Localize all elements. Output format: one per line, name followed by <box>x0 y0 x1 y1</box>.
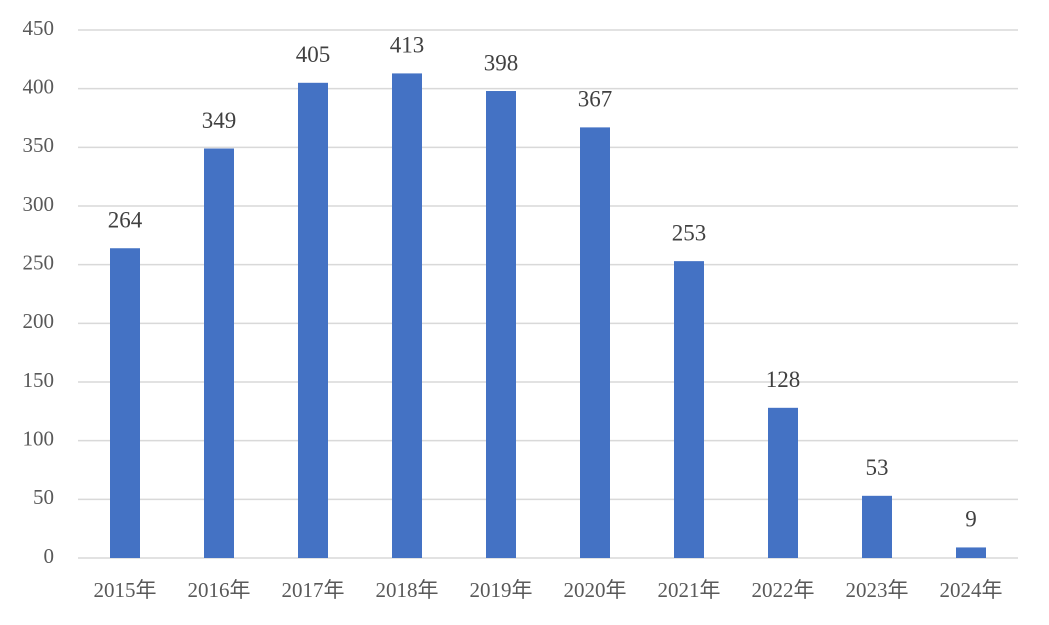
x-tick-label: 2018年 <box>376 578 439 602</box>
value-label: 264 <box>108 208 143 233</box>
bar <box>298 82 328 559</box>
value-label: 405 <box>296 42 331 67</box>
y-tick-label: 450 <box>23 16 55 40</box>
x-tick-label: 2022年 <box>752 578 815 602</box>
y-tick-label: 400 <box>23 74 55 98</box>
bar <box>768 407 798 558</box>
bar <box>956 547 986 558</box>
y-tick-label: 350 <box>23 133 55 157</box>
bar <box>204 148 234 559</box>
value-label: 349 <box>202 108 237 133</box>
x-tick-label: 2021年 <box>658 578 721 602</box>
x-tick-label: 2024年 <box>940 578 1003 602</box>
value-label: 253 <box>672 220 707 245</box>
y-tick-label: 0 <box>44 544 55 568</box>
y-tick-label: 50 <box>33 485 54 509</box>
y-tick-label: 250 <box>23 250 55 274</box>
x-tick-label: 2017年 <box>282 578 345 602</box>
bar <box>674 261 704 558</box>
x-tick-label: 2019年 <box>470 578 533 602</box>
x-tick-label: 2020年 <box>564 578 627 602</box>
x-tick-label: 2023年 <box>846 578 909 602</box>
bar <box>580 127 610 559</box>
value-label: 53 <box>866 455 889 480</box>
value-label: 398 <box>484 50 519 75</box>
value-label: 413 <box>390 33 425 58</box>
y-tick-label: 150 <box>23 368 55 392</box>
y-tick-label: 200 <box>23 309 55 333</box>
x-tick-label: 2016年 <box>188 578 251 602</box>
bar <box>862 495 892 558</box>
y-tick-label: 300 <box>23 192 55 216</box>
value-label: 9 <box>965 507 977 532</box>
x-tick-label: 2015年 <box>94 578 157 602</box>
bar <box>110 248 140 559</box>
y-tick-label: 100 <box>23 426 55 450</box>
bar <box>392 73 422 558</box>
value-label: 367 <box>578 87 613 112</box>
bar <box>486 91 516 558</box>
value-label: 128 <box>766 367 801 392</box>
